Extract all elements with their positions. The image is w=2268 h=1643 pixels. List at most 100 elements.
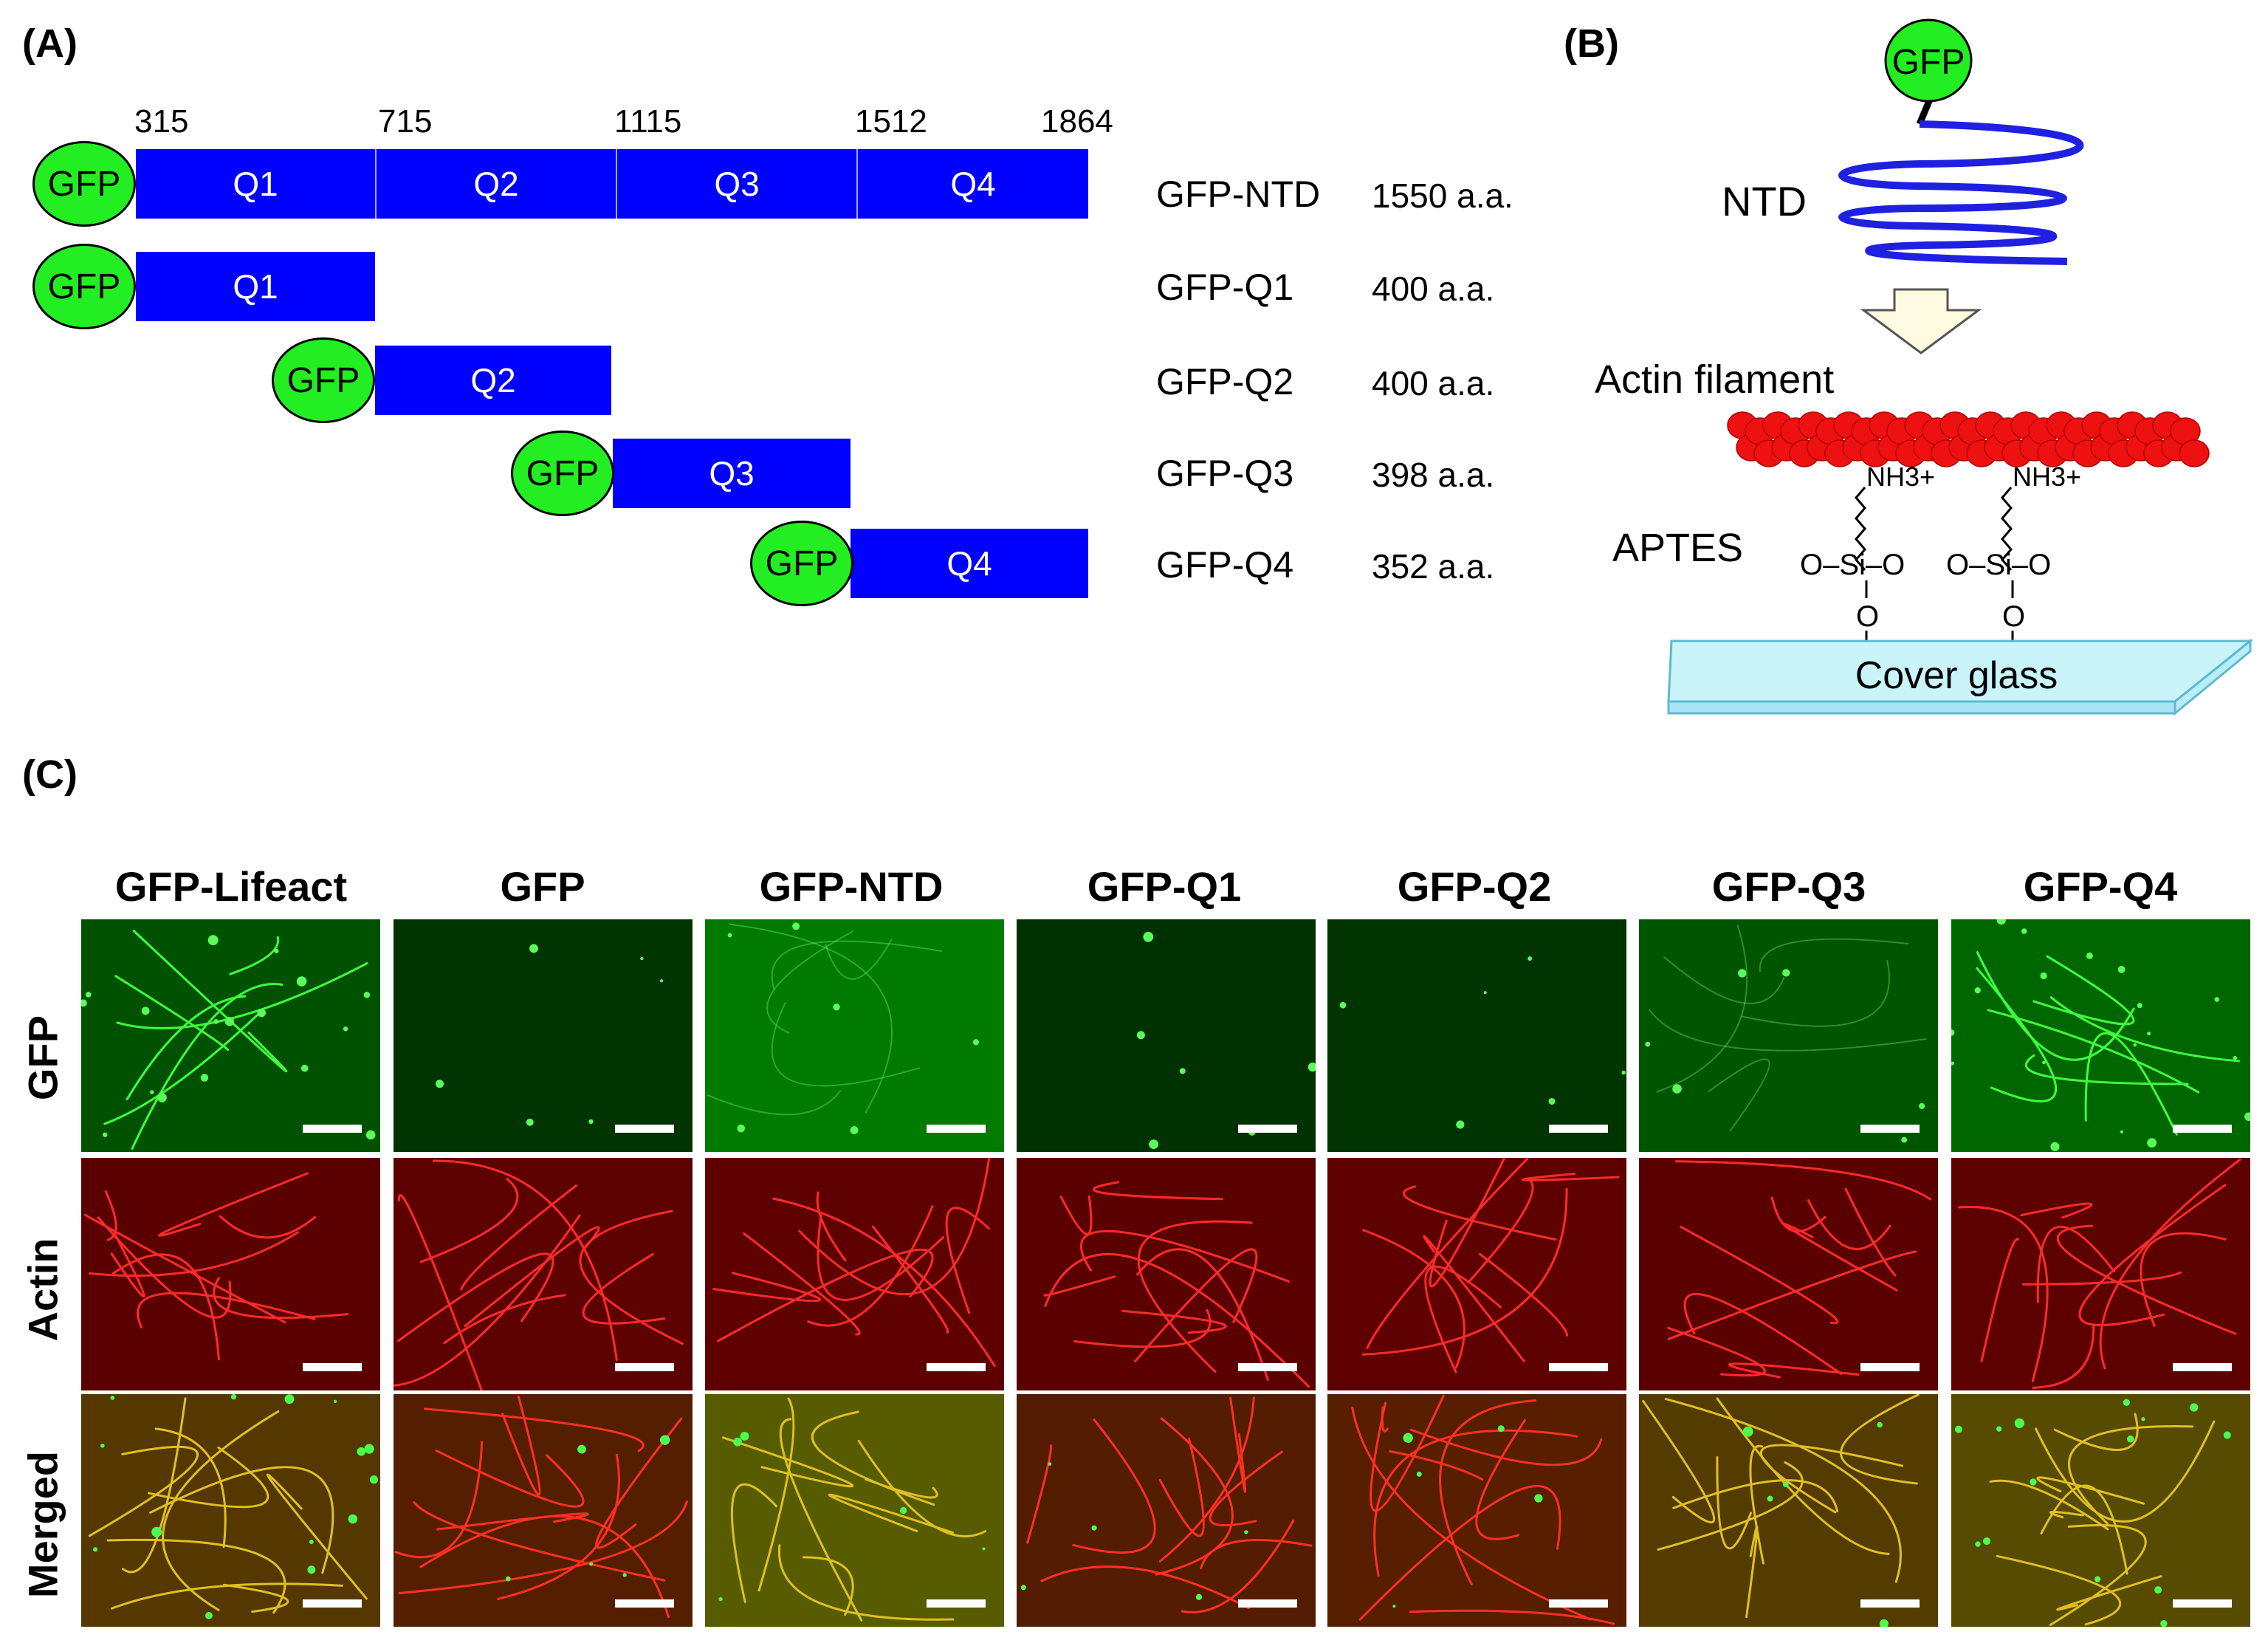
- gfp-tag: GFP: [32, 244, 136, 329]
- scale-bar: [1549, 1599, 1608, 1608]
- column-header: GFP-Lifeact: [114, 863, 348, 910]
- boundary-tick-1512: 1512: [855, 103, 927, 140]
- scale-bar: [1860, 1125, 1920, 1133]
- gfp-ball-label: GFP: [1892, 43, 1965, 82]
- scale-bar: [2173, 1599, 2232, 1608]
- scale-bar: [615, 1125, 674, 1133]
- column-header: GFP-Q1: [1087, 863, 1242, 910]
- segment-q3: Q3: [616, 149, 856, 219]
- micrograph-gfp-gfp-q4: [1951, 919, 2250, 1152]
- scale-bar: [303, 1125, 362, 1133]
- construct-length: 400 a.a.: [1372, 270, 1495, 308]
- gfp-tag: GFP: [750, 521, 853, 606]
- column-header: GFP-Q2: [1397, 863, 1552, 910]
- svg-text:O: O: [2002, 600, 2025, 633]
- column-header: GFP: [500, 863, 585, 910]
- svg-text:NH3+: NH3+: [2013, 462, 2081, 492]
- segment-q4: Q4: [850, 529, 1088, 598]
- construct-name: GFP-Q3: [1156, 453, 1294, 494]
- gfp-ball-icon: [1884, 18, 1973, 103]
- scale-bar: [1860, 1363, 1920, 1371]
- boundary-tick-1115: 1115: [614, 103, 682, 140]
- cover-glass-icon: [1667, 638, 2254, 716]
- scale-bar: [2173, 1125, 2232, 1133]
- micrograph-gfp-gfp-lifeact: [81, 919, 380, 1152]
- aptes-linker-left: NH3+ O–Si–O O: [1800, 462, 1935, 665]
- row-label-actin: Actin: [19, 1238, 66, 1342]
- micrograph-merged-gfp-q4: [1951, 1394, 2250, 1627]
- row-label-gfp: GFP: [19, 1015, 66, 1101]
- scale-bar: [927, 1599, 986, 1608]
- gfp-tag: GFP: [511, 431, 614, 516]
- down-arrow-icon: [1860, 288, 1982, 354]
- actin-filament-label: Actin filament: [1595, 357, 1834, 402]
- scale-bar: [615, 1599, 674, 1608]
- construct-length: 398 a.a.: [1372, 456, 1495, 494]
- scale-bar: [1860, 1599, 1920, 1608]
- domain-bar: Q1 Q2 Q3 Q4: [136, 149, 1088, 219]
- column-header: GFP-Q3: [1711, 863, 1866, 910]
- ntd-label: NTD: [1722, 178, 1807, 224]
- construct-name: GFP-NTD: [1156, 174, 1321, 215]
- boundary-tick-1864: 1864: [1041, 103, 1113, 140]
- scale-bar: [927, 1363, 986, 1371]
- micrograph-merged-gfp-ntd: [705, 1394, 1004, 1627]
- segment-q3: Q3: [613, 439, 850, 508]
- svg-text:O: O: [1856, 600, 1879, 633]
- svg-text:NH3+: NH3+: [1866, 462, 1935, 492]
- scale-bar: [303, 1363, 362, 1371]
- scale-bar: [303, 1599, 362, 1608]
- construct-length: 352 a.a.: [1372, 547, 1495, 586]
- micrograph-merged-gfp-lifeact: [81, 1394, 380, 1627]
- panel-a-label: (A): [22, 21, 78, 66]
- micrograph-actin-gfp-q2: [1327, 1158, 1626, 1390]
- construct-name: GFP-Q4: [1156, 544, 1294, 586]
- svg-text:O–Si–O: O–Si–O: [1946, 549, 2051, 581]
- micrograph-merged-gfp-q3: [1639, 1394, 1938, 1627]
- panel-b-schematic: GFP NTD Actin filament APTES NH3+ O–Si–O…: [1595, 18, 2254, 716]
- segment-q2: Q2: [375, 149, 616, 219]
- segment-q4: Q4: [856, 149, 1088, 219]
- boundary-tick-315: 315: [134, 103, 189, 140]
- construct-length: 400 a.a.: [1372, 364, 1495, 402]
- micrograph-merged-gfp: [394, 1394, 693, 1627]
- scale-bar: [615, 1363, 674, 1371]
- scale-bar: [1549, 1125, 1608, 1133]
- micrograph-merged-gfp-q1: [1017, 1394, 1316, 1627]
- actin-filament-icon: [1727, 411, 2210, 467]
- segment-q1: Q1: [136, 149, 375, 219]
- micrograph-gfp-gfp-q3: [1639, 919, 1938, 1152]
- gfp-tag: GFP: [32, 141, 136, 227]
- construct-name: GFP-Q2: [1156, 361, 1294, 402]
- micrograph-actin-gfp-q3: [1639, 1158, 1938, 1390]
- construct-name: GFP-Q1: [1156, 267, 1294, 308]
- gfp-tag: GFP: [272, 337, 375, 423]
- scale-bar: [1238, 1363, 1297, 1371]
- column-header: GFP-Q4: [2023, 863, 2178, 910]
- micrograph-gfp-gfp-q2: [1327, 919, 1626, 1152]
- cover-glass-label: Cover glass: [1855, 654, 2058, 697]
- scale-bar: [1238, 1599, 1297, 1608]
- micrograph-actin-gfp-ntd: [705, 1158, 1004, 1390]
- scale-bar: [927, 1125, 986, 1133]
- scale-bar: [1549, 1363, 1608, 1371]
- column-header: GFP-NTD: [759, 863, 944, 910]
- micrograph-actin-gfp: [394, 1158, 693, 1390]
- construct-length: 1550 a.a.: [1372, 176, 1513, 215]
- micrograph-merged-gfp-q2: [1327, 1394, 1626, 1627]
- scale-bar: [2173, 1363, 2232, 1371]
- boundary-tick-715: 715: [378, 103, 433, 140]
- micrograph-gfp-gfp-q1: [1017, 919, 1316, 1152]
- micrograph-actin-gfp-q1: [1017, 1158, 1316, 1390]
- panel-c-label: (C): [22, 752, 78, 797]
- ntd-coil-icon: [1838, 96, 2084, 265]
- micrograph-gfp-gfp-ntd: [705, 919, 1004, 1152]
- scale-bar: [1238, 1125, 1297, 1133]
- aptes-label: APTES: [1612, 526, 1743, 570]
- micrograph-actin-gfp-q4: [1951, 1158, 2250, 1390]
- actin-bead: [2179, 439, 2210, 467]
- micrograph-gfp-gfp: [394, 919, 693, 1152]
- panel-b-label: (B): [1564, 21, 1619, 66]
- segment-q2: Q2: [375, 346, 611, 415]
- segment-q1: Q1: [136, 252, 375, 321]
